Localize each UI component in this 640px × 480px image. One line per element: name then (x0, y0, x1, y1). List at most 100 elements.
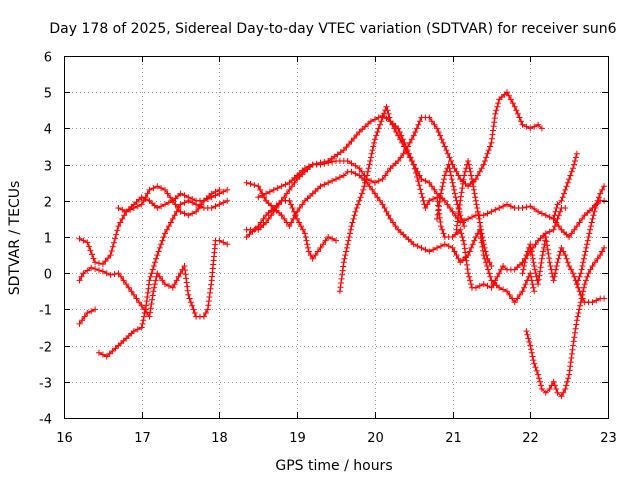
data-point-marker (573, 321, 580, 328)
data-point-marker (478, 226, 485, 233)
data-point-marker (445, 161, 452, 168)
data-point-marker (148, 301, 155, 307)
data-point-marker (462, 249, 469, 256)
data-point-marker (436, 199, 443, 205)
data-point-marker (468, 172, 475, 179)
data-point-marker (183, 275, 190, 282)
data-point-marker (317, 161, 324, 168)
data-point-marker (468, 244, 475, 251)
data-point-marker (570, 270, 576, 277)
data-point-marker (351, 135, 358, 142)
data-point-marker (570, 342, 576, 349)
data-point-marker (146, 313, 153, 320)
data-point-marker (358, 190, 365, 197)
data-point-marker (224, 241, 231, 248)
data-point-marker (536, 375, 542, 382)
data-point-marker (550, 277, 557, 284)
data-point-marker (193, 208, 200, 215)
data-point-marker (373, 132, 380, 139)
data-point-marker (167, 194, 174, 201)
data-point-marker (490, 281, 497, 288)
data-point-marker (352, 170, 359, 177)
data-point-marker (150, 288, 157, 295)
data-point-marker (414, 243, 421, 250)
data-point-marker (576, 306, 583, 313)
data-point-marker (480, 281, 487, 288)
data-point-marker (169, 284, 176, 291)
data-point-marker (531, 266, 538, 273)
y-tick-label: 1 (44, 232, 52, 247)
data-point-marker (523, 328, 530, 335)
data-point-marker (550, 378, 557, 385)
data-point-marker (524, 331, 531, 338)
data-point-marker (489, 131, 496, 138)
data-point-marker (554, 201, 561, 208)
data-point-marker (149, 292, 156, 299)
data-point-marker (552, 208, 559, 215)
data-point-marker (496, 270, 503, 277)
data-point-marker (402, 143, 409, 150)
data-point-marker (533, 367, 540, 374)
data-point-marker (274, 185, 281, 192)
data-point-marker (298, 223, 304, 230)
data-point-marker (76, 277, 83, 284)
data-point-marker (328, 155, 335, 162)
data-point-marker (488, 208, 495, 215)
data-point-marker (158, 241, 165, 248)
data-point-marker (123, 281, 130, 288)
data-point-marker (527, 241, 534, 248)
data-point-marker (466, 273, 473, 280)
data-point-marker (136, 299, 143, 306)
data-point-marker (577, 299, 584, 306)
data-point-marker (580, 255, 587, 262)
data-point-marker (189, 196, 196, 202)
data-point-marker (144, 289, 151, 296)
data-point-marker (496, 205, 503, 211)
data-point-marker (552, 266, 559, 273)
data-point-marker (365, 120, 372, 127)
data-point-marker (115, 205, 122, 211)
data-point-marker (563, 255, 570, 262)
data-point-marker (337, 284, 344, 291)
data-point-marker (208, 205, 215, 211)
data-point-marker (325, 179, 332, 186)
data-point-marker (440, 230, 447, 237)
y-tick-label: 0 (44, 268, 52, 283)
data-point-marker (599, 248, 606, 255)
data-point-marker (138, 194, 145, 201)
data-point-marker (130, 291, 137, 298)
series-sat-e (115, 186, 223, 215)
data-point-marker (566, 371, 573, 378)
data-point-marker (535, 371, 542, 378)
data-point-marker (325, 234, 332, 240)
data-point-marker (216, 186, 223, 193)
data-point-marker (115, 223, 122, 230)
data-point-marker (428, 183, 435, 190)
data-point-marker (553, 263, 560, 269)
data-point-marker (535, 121, 542, 128)
data-point-marker (177, 201, 184, 208)
data-point-marker (348, 160, 355, 167)
data-point-marker (558, 393, 565, 400)
data-point-marker (364, 168, 371, 175)
data-point-marker (379, 176, 386, 183)
data-point-marker (382, 172, 389, 179)
data-point-marker (164, 190, 171, 197)
data-point-marker (251, 182, 258, 189)
data-point-marker (88, 308, 95, 315)
data-point-marker (461, 172, 468, 179)
data-point-marker (469, 176, 475, 183)
data-point-marker (564, 259, 571, 266)
data-point-marker (462, 168, 469, 175)
data-point-marker (500, 286, 507, 293)
data-point-marker (434, 125, 440, 132)
data-point-marker (422, 246, 429, 253)
data-point-marker (472, 194, 479, 201)
data-point-marker (107, 252, 114, 259)
data-point-marker (422, 177, 429, 184)
data-point-marker (340, 147, 347, 154)
data-point-marker (538, 255, 545, 262)
data-point-marker (160, 234, 167, 240)
data-point-marker (527, 270, 534, 277)
data-point-marker (154, 252, 161, 259)
